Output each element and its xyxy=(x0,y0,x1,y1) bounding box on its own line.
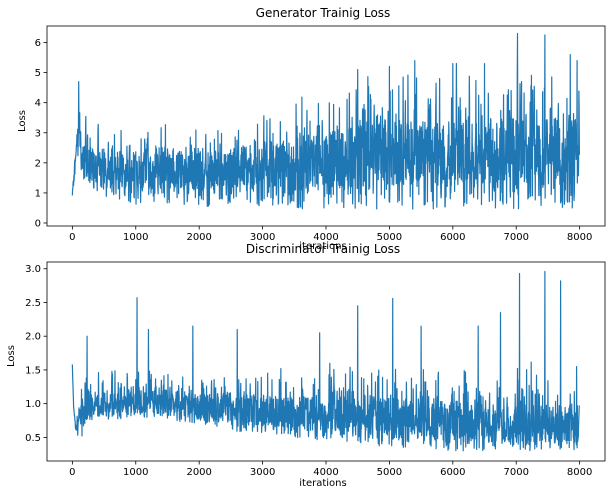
generator-loss-xtick-label: 1000 xyxy=(123,232,148,243)
discriminator-loss-plot: Discriminator Trainig Loss iterations Lo… xyxy=(6,242,606,489)
discriminator-loss-xtick-label: 8000 xyxy=(567,467,592,478)
discriminator-loss-xtick-label: 4000 xyxy=(313,467,338,478)
discriminator-loss-ylabel: Loss xyxy=(6,345,17,367)
discriminator-loss-xtick-label: 1000 xyxy=(123,467,148,478)
discriminator-loss-xtick-label: 0 xyxy=(69,467,75,478)
generator-loss-ytick-label: 1 xyxy=(35,188,41,199)
generator-loss-ytick-label: 3 xyxy=(35,128,41,139)
discriminator-loss-ytick-label: 2.5 xyxy=(25,298,41,309)
generator-loss-ytick-label: 5 xyxy=(35,68,41,79)
discriminator-loss-xtick-label: 5000 xyxy=(377,467,402,478)
discriminator-loss-title: Discriminator Trainig Loss xyxy=(246,242,400,256)
generator-loss-xlabel: iterations xyxy=(299,241,346,252)
discriminator-loss-xtick-label: 3000 xyxy=(250,467,275,478)
generator-loss-ytick-label: 0 xyxy=(35,218,41,229)
generator-loss-xtick-label: 3000 xyxy=(250,232,275,243)
discriminator-loss-xtick-label: 7000 xyxy=(504,467,529,478)
generator-loss-xtick-label: 5000 xyxy=(377,232,402,243)
discriminator-loss-ytick-label: 2.0 xyxy=(25,332,41,343)
generator-loss-xtick-label: 6000 xyxy=(440,232,465,243)
generator-loss-xtick-label: 2000 xyxy=(186,232,211,243)
discriminator-loss-ytick-label: 3.0 xyxy=(25,264,41,275)
generator-loss-xtick-label: 4000 xyxy=(313,232,338,243)
generator-loss-xtick-label: 8000 xyxy=(567,232,592,243)
generator-loss-ylabel: Loss xyxy=(17,110,28,132)
discriminator-loss-xtick-label: 6000 xyxy=(440,467,465,478)
discriminator-loss-ytick-label: 0.5 xyxy=(25,433,41,444)
discriminator-loss-ytick-label: 1.0 xyxy=(25,399,41,410)
discriminator-loss-xtick-label: 2000 xyxy=(186,467,211,478)
discriminator-loss-series-line xyxy=(71,270,580,452)
discriminator-loss-xlabel: iterations xyxy=(299,478,346,489)
generator-loss-series-line xyxy=(71,32,580,210)
generator-loss-ytick-label: 4 xyxy=(35,98,41,109)
generator-loss-xtick-label: 7000 xyxy=(504,232,529,243)
generator-loss-ytick-label: 2 xyxy=(35,158,41,169)
generator-loss-plot: Generator Trainig Loss iterations Loss 0… xyxy=(17,6,606,252)
generator-loss-title: Generator Trainig Loss xyxy=(256,6,391,20)
discriminator-loss-ytick-label: 1.5 xyxy=(25,365,41,376)
generator-loss-xtick-label: 0 xyxy=(69,232,75,243)
generator-loss-ytick-label: 6 xyxy=(35,38,41,49)
